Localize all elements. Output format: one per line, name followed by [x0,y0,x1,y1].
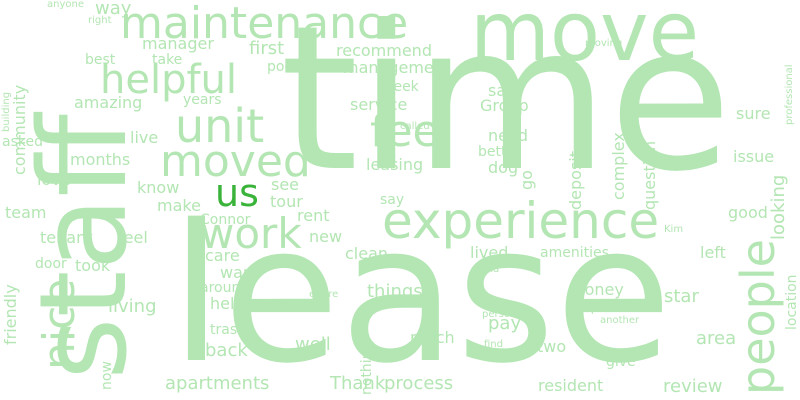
word-rent: rent [297,206,330,225]
word-dog: dog [488,158,519,177]
word-looking: looking [768,174,789,240]
word-helpful: helpful [100,57,238,103]
word-need: need [488,126,528,145]
word-issue: issue [733,147,775,166]
word-move: move [470,0,700,80]
word-fee: fee [370,106,440,157]
word-took: took [75,256,111,275]
word-location: location [784,274,800,330]
word-well: well [295,334,331,355]
word-deposit: deposit [566,151,585,210]
word-anyone: anyone [47,0,84,10]
word-Kim: Kim [664,224,684,235]
word-entire: person [482,309,517,320]
word-experience: experience [382,192,660,250]
word-take: take [152,52,183,68]
word-maintenance: maintenance [120,0,409,49]
word-go: go [517,170,536,190]
word-lease: lease [170,184,672,400]
word-know: know [137,178,180,197]
word-amazing: amazing [74,93,143,112]
word-unit: unit [175,99,265,153]
word-apartments: apartments [165,373,270,394]
word-clean: clean [345,244,389,263]
word-things: things [367,281,423,302]
word-pool: pool [267,59,297,75]
word-building: called [400,121,430,132]
word-person: put [591,304,608,315]
word-trash: trash [210,322,246,338]
word-two: two [537,337,567,356]
word-right: right [88,15,112,26]
word-service: service [350,95,408,114]
word-pay: pay [488,313,522,334]
word-Group: Group [480,96,529,115]
word-first: first [249,38,285,59]
word-question: question [640,140,659,210]
word-tour: tour [270,192,303,211]
word-community: community [10,84,29,175]
word-make: make [157,196,201,215]
word-star: star [664,286,699,307]
word-door: door [35,256,67,272]
word-give: give [606,354,636,370]
word-professional: professional [784,64,795,125]
word-now: now [99,361,115,390]
word-live: live [130,128,159,147]
word-recommend: recommend [336,41,432,60]
word-another: find [484,339,503,350]
word-say: say [380,192,405,208]
word-around: around [200,280,250,296]
word-living: living [108,296,157,317]
word-process: process [384,373,454,394]
word-friendly: friendly [1,284,20,345]
word-years: years [183,92,222,108]
word-leasing: leasing [366,155,424,174]
word-put: another [600,315,640,326]
word-see: see [271,175,300,194]
word-week: week [382,79,419,95]
word-best: best [85,52,116,68]
word-months: months [70,150,131,169]
word-moved: moved [160,136,311,187]
word-tenant: tenant [40,228,93,247]
word-area: area [696,328,737,349]
word-love: love [37,170,71,189]
word-called: kind [478,264,500,275]
word-find: moving [585,38,623,49]
word-nice: nice [34,278,85,370]
word-management: management [343,58,451,77]
word-new: new [309,227,343,246]
word-work: work [200,209,302,258]
word-moving: asked [2,134,43,150]
word-much: much [410,328,455,347]
word-money: money [569,280,624,299]
word-asked: building [1,91,12,132]
word-lived: lived [470,243,509,262]
word-people: people [731,239,785,395]
word-team: team [5,203,47,222]
word-help: help [210,294,245,313]
word-better: better [478,144,521,160]
word-Thank: Thank [330,373,386,394]
word-time: time [280,0,732,216]
word-complex: complex [609,132,628,200]
word-care: care [205,246,240,265]
word-review: review [663,376,723,397]
word-amenities: amenities [540,245,609,261]
word-manager: manager [142,34,214,53]
word-way: way [95,0,132,19]
word-good: good [728,203,768,222]
word-Connor: Connor [200,212,251,228]
word-resident: resident [538,376,604,395]
word-back: back [205,340,248,361]
word-left: left [700,243,726,262]
word-want: want [220,263,260,282]
word-kind: entire [309,289,339,300]
word-us: us [215,171,259,215]
word-feel: feel [118,228,148,247]
word-said: said [488,81,521,100]
word-sure: sure [736,104,771,123]
